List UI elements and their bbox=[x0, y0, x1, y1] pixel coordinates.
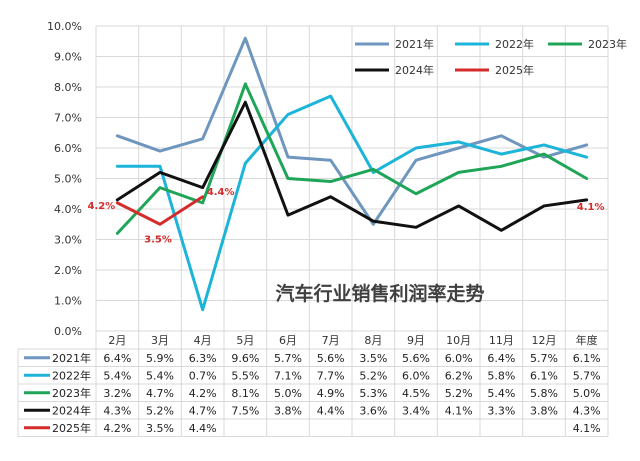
table-series-label: 2024年 bbox=[52, 403, 91, 417]
table-cell: 4.7% bbox=[189, 404, 217, 417]
table-cell: 5.4% bbox=[103, 369, 131, 382]
table-cell: 4.1% bbox=[445, 404, 473, 417]
table-cell: 7.1% bbox=[274, 369, 302, 382]
table-cell: 3.5% bbox=[359, 352, 387, 365]
table-cell: 0.7% bbox=[189, 369, 217, 382]
y-tick-label: 0.0% bbox=[54, 325, 82, 338]
x-tick-label: 7月 bbox=[322, 334, 340, 347]
table-cell: 3.4% bbox=[402, 404, 430, 417]
x-tick-label: 2月 bbox=[108, 334, 126, 347]
table-cell: 4.2% bbox=[103, 422, 131, 435]
table-cell: 5.7% bbox=[274, 352, 302, 365]
legend-label: 2024年 bbox=[395, 63, 434, 77]
series-line-1 bbox=[115, 94, 589, 312]
table-cell: 4.5% bbox=[402, 387, 430, 400]
table-series-label: 2022年 bbox=[52, 368, 91, 382]
data-label: 4.1% bbox=[577, 202, 605, 213]
table-cell: 4.1% bbox=[573, 422, 601, 435]
y-tick-label: 10.0% bbox=[47, 20, 82, 33]
table-cell: 4.4% bbox=[317, 404, 345, 417]
table-cell: 5.2% bbox=[359, 369, 387, 382]
table-cell: 5.8% bbox=[487, 369, 515, 382]
table-cell: 5.7% bbox=[573, 369, 601, 382]
x-tick-label: 11月 bbox=[489, 334, 514, 347]
table-cell: 3.8% bbox=[274, 404, 302, 417]
table-cell: 4.9% bbox=[317, 387, 345, 400]
table-cell: 6.3% bbox=[189, 352, 217, 365]
table-series-label: 2025年 bbox=[52, 421, 91, 435]
table-cell: 3.8% bbox=[530, 404, 558, 417]
y-tick-label: 2.0% bbox=[54, 264, 82, 277]
table-cell: 5.3% bbox=[359, 387, 387, 400]
legend-label: 2022年 bbox=[495, 37, 534, 51]
y-tick-label: 5.0% bbox=[54, 173, 82, 186]
table-cell: 3.3% bbox=[487, 404, 515, 417]
x-tick-label: 10月 bbox=[446, 334, 471, 347]
y-tick-label: 8.0% bbox=[54, 81, 82, 94]
legend-label: 2021年 bbox=[395, 37, 434, 51]
table-cell: 6.0% bbox=[402, 369, 430, 382]
table-cell: 9.6% bbox=[231, 352, 259, 365]
x-tick-label: 4月 bbox=[194, 334, 212, 347]
table-cell: 4.4% bbox=[189, 422, 217, 435]
x-tick-label: 5月 bbox=[236, 334, 254, 347]
x-tick-label: 9月 bbox=[407, 334, 425, 347]
table-cell: 4.3% bbox=[573, 404, 601, 417]
data-label: 4.2% bbox=[87, 201, 115, 212]
table-cell: 5.4% bbox=[487, 387, 515, 400]
table-cell: 3.5% bbox=[146, 422, 174, 435]
data-label: 3.5% bbox=[144, 234, 172, 245]
y-tick-label: 1.0% bbox=[54, 295, 82, 308]
y-tick-label: 3.0% bbox=[54, 234, 82, 247]
x-tick-label: 年度 bbox=[576, 333, 598, 347]
table-cell: 8.1% bbox=[231, 387, 259, 400]
table-cell: 7.5% bbox=[231, 404, 259, 417]
table-cell: 5.6% bbox=[317, 352, 345, 365]
y-tick-label: 7.0% bbox=[54, 112, 82, 125]
table-cell: 5.0% bbox=[573, 387, 601, 400]
table-cell: 5.6% bbox=[402, 352, 430, 365]
table-cell: 4.3% bbox=[103, 404, 131, 417]
x-tick-label: 8月 bbox=[364, 334, 382, 347]
table-cell: 4.7% bbox=[146, 387, 174, 400]
table-series-label: 2021年 bbox=[52, 351, 91, 365]
table-cell: 5.2% bbox=[445, 387, 473, 400]
table-cell: 6.1% bbox=[573, 352, 601, 365]
table-cell: 6.1% bbox=[530, 369, 558, 382]
table-cell: 3.2% bbox=[103, 387, 131, 400]
x-tick-label: 12月 bbox=[532, 334, 557, 347]
series-line-3 bbox=[115, 100, 589, 232]
table-cell: 5.8% bbox=[530, 387, 558, 400]
legend-label: 2023年 bbox=[588, 37, 627, 51]
table-cell: 6.4% bbox=[487, 352, 515, 365]
table-cell: 5.4% bbox=[146, 369, 174, 382]
table-series-label: 2023年 bbox=[52, 386, 91, 400]
y-tick-label: 4.0% bbox=[54, 203, 82, 216]
x-tick-label: 6月 bbox=[279, 334, 297, 347]
table-cell: 7.7% bbox=[317, 369, 345, 382]
table-cell: 6.0% bbox=[445, 352, 473, 365]
table-cell: 5.2% bbox=[146, 404, 174, 417]
chart-title: 汽车行业销售利润率走势 bbox=[275, 282, 484, 305]
y-tick-label: 9.0% bbox=[54, 51, 82, 64]
table-cell: 5.5% bbox=[231, 369, 259, 382]
table-cell: 3.6% bbox=[359, 404, 387, 417]
series-line-0 bbox=[115, 36, 589, 226]
table-cell: 5.0% bbox=[274, 387, 302, 400]
table-cell: 6.4% bbox=[103, 352, 131, 365]
table-cell: 5.9% bbox=[146, 352, 174, 365]
table-cell: 6.2% bbox=[445, 369, 473, 382]
y-tick-label: 6.0% bbox=[54, 142, 82, 155]
x-tick-label: 3月 bbox=[151, 334, 169, 347]
data-label: 4.4% bbox=[207, 187, 235, 198]
table-cell: 4.2% bbox=[189, 387, 217, 400]
series-line-4 bbox=[115, 195, 205, 226]
legend-label: 2025年 bbox=[495, 63, 534, 77]
table-cell: 5.7% bbox=[530, 352, 558, 365]
